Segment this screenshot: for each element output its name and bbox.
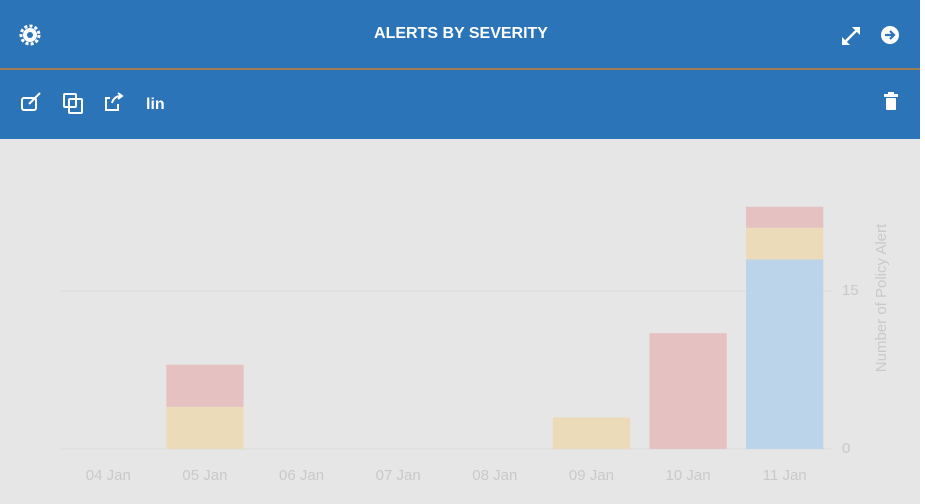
- x-tick-label: 10 Jan: [666, 467, 711, 484]
- edit-icon[interactable]: [21, 92, 41, 111]
- widget-title: ALERTS BY SEVERITY: [374, 25, 548, 42]
- header-bar: [0, 0, 920, 68]
- delete-icon[interactable]: [884, 92, 898, 110]
- bar-segment: [746, 259, 824, 449]
- bar-segment: [746, 227, 824, 260]
- x-tick-label: 06 Jan: [279, 467, 324, 484]
- y-tick-label: 0: [842, 440, 850, 457]
- x-tick-label: 11 Jan: [763, 467, 807, 484]
- share-icon[interactable]: [105, 92, 124, 111]
- y-tick-label: 15: [842, 282, 859, 299]
- bar-segment: [166, 406, 244, 449]
- separator: [0, 68, 920, 70]
- scale-toggle[interactable]: lin: [146, 96, 165, 113]
- x-tick-label: 09 Jan: [569, 467, 614, 484]
- y-axis-title: Number of Policy Alert: [873, 223, 890, 372]
- go-icon[interactable]: [881, 26, 899, 44]
- x-tick-label: 07 Jan: [376, 467, 421, 484]
- settings-icon[interactable]: [19, 24, 41, 46]
- bar-segment: [746, 206, 824, 228]
- toolbar: [0, 70, 920, 139]
- copy-icon[interactable]: [63, 93, 83, 114]
- x-tick-label: 05 Jan: [182, 467, 227, 484]
- expand-icon[interactable]: [842, 27, 860, 45]
- bar-segment: [552, 417, 631, 449]
- x-tick-label: 08 Jan: [472, 467, 517, 484]
- bar-segment: [649, 333, 727, 449]
- bar-segment: [166, 364, 244, 407]
- x-tick-label: 04 Jan: [86, 467, 131, 484]
